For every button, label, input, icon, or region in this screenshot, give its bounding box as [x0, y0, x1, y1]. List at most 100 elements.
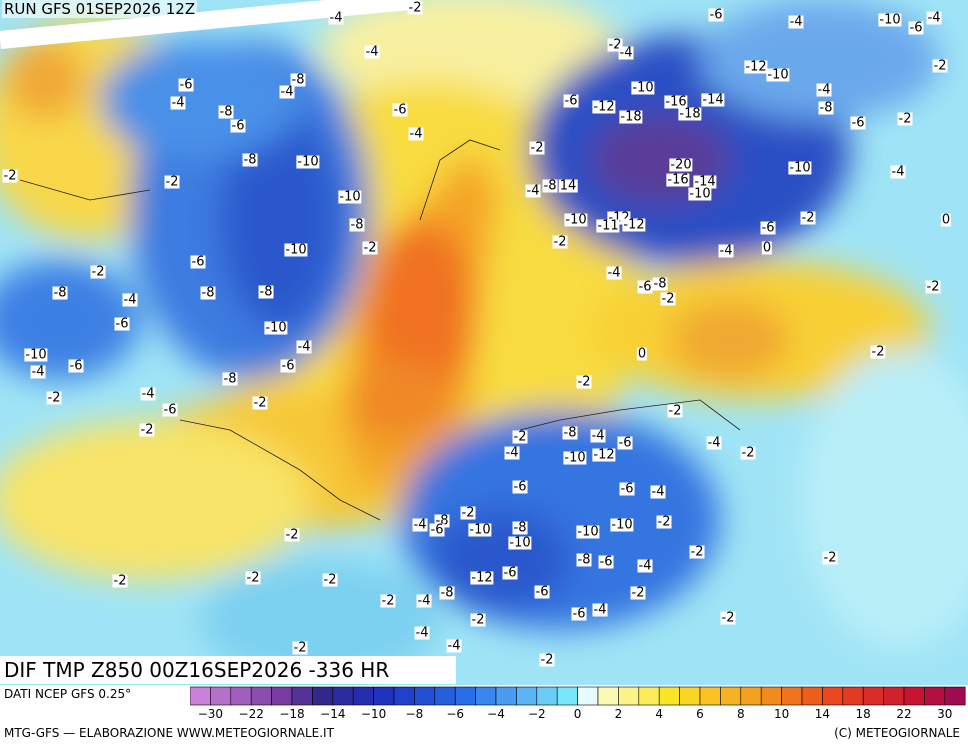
colorbar-box — [924, 686, 946, 706]
contour-label: -2 — [284, 527, 300, 543]
colorbar-box — [781, 686, 803, 706]
contour-label: -8 — [290, 72, 306, 88]
contour-label: -4 — [650, 484, 666, 500]
colorbar-box — [312, 686, 334, 706]
temperature-field — [0, 0, 968, 680]
colorbar-tick-label: 22 — [896, 707, 912, 721]
contour-label: 0 — [761, 240, 773, 256]
contour-label: -2 — [667, 403, 683, 419]
map — [0, 0, 968, 685]
contour-label: -4 — [606, 265, 622, 281]
colorbar-tick-label: −18 — [279, 707, 305, 721]
colorbar-box — [597, 686, 619, 706]
contour-label: -2 — [46, 390, 62, 406]
contour-label: -2 — [720, 610, 736, 626]
contour-label: -11 — [596, 218, 620, 234]
colorbar-box — [842, 686, 864, 706]
contour-label: -2 — [362, 240, 378, 256]
run-label: RUN GFS 01SEP2026 12Z — [2, 0, 198, 18]
credit: MTG-GFS — ELABORAZIONE WWW.METEOGIORNALE… — [4, 726, 334, 740]
contour-label: -2 — [380, 593, 396, 609]
contour-label: -2 — [322, 572, 338, 588]
contour-label: -6 — [429, 522, 445, 538]
contour-label: -2 — [925, 279, 941, 295]
map-title: DIF TMP Z850 00Z16SEP2026 -336 HR — [0, 656, 456, 684]
contour-label: -10 — [564, 212, 588, 228]
contour-label: -16 — [664, 94, 688, 110]
colorbar-box — [944, 686, 966, 706]
colorbar-box — [883, 686, 905, 706]
contour-label: -10 — [508, 535, 532, 551]
contour-label: -6 — [708, 7, 724, 23]
contour-label: -8 — [222, 371, 238, 387]
copyright: (C) METEOGIORNALE — [834, 726, 960, 740]
contour-label: -4 — [279, 84, 295, 100]
contour-label: -8 — [576, 552, 592, 568]
contour-label: -4 — [122, 292, 138, 308]
contour-label: -12 — [470, 570, 494, 586]
contour-label: -10 — [766, 67, 790, 83]
contour-label: -6 — [178, 77, 194, 93]
contour-label: -2 — [512, 429, 528, 445]
contour-label: -10 — [296, 154, 320, 170]
contour-label: -2 — [252, 395, 268, 411]
contour-label: -6 — [114, 316, 130, 332]
contour-label: -2 — [800, 210, 816, 226]
contour-label: -10 — [878, 12, 902, 28]
contour-label: -4 — [706, 435, 722, 451]
contour-label: -10 — [631, 80, 655, 96]
contour-label: -10 — [284, 242, 308, 258]
colorbar-box — [801, 686, 823, 706]
colorbar-box — [475, 686, 497, 706]
contour-label: -4 — [890, 164, 906, 180]
contour-label: -2 — [460, 505, 476, 521]
contour-label: -4 — [30, 364, 46, 380]
contour-label: -4 — [926, 10, 942, 26]
contour-label: -8 — [349, 217, 365, 233]
contour-label: -6 — [563, 93, 579, 109]
contour-label: -10 — [788, 160, 812, 176]
colorbar-box — [393, 686, 415, 706]
contour-label: -6 — [571, 606, 587, 622]
contour-label: -10 — [24, 347, 48, 363]
contour-label: -2 — [660, 291, 676, 307]
colorbar-box — [536, 686, 558, 706]
contour-label: -8 — [200, 285, 216, 301]
colorbar-box — [556, 686, 578, 706]
colorbar-box — [434, 686, 456, 706]
colorbar-tick-label: 4 — [655, 707, 664, 721]
colorbar-tick-label: −14 — [320, 707, 346, 721]
contour-label: -6 — [617, 435, 633, 451]
contour-label: -4 — [412, 517, 428, 533]
contour-label: -8 — [542, 178, 558, 194]
contour-label: -10 — [563, 450, 587, 466]
contour-label: -8 — [242, 152, 258, 168]
contour-label: -20 — [669, 157, 693, 173]
contour-label: -8 — [52, 285, 68, 301]
contour-label: -6 — [280, 358, 296, 374]
colorbar-box — [903, 686, 925, 706]
colorbar-box — [822, 686, 844, 706]
colorbar-box — [516, 686, 538, 706]
contour-label: -2 — [245, 570, 261, 586]
contour-label: -4 — [140, 386, 156, 402]
colorbar-box — [495, 686, 517, 706]
colorbar-box — [332, 686, 354, 706]
contour-label: -2 — [2, 168, 18, 184]
contour-label: -4 — [718, 243, 734, 259]
colorbar-box — [720, 686, 742, 706]
contour-label: -6 — [598, 554, 614, 570]
contour-label: -4 — [788, 14, 804, 30]
contour-label: -4 — [416, 593, 432, 609]
contour-label: -2 — [897, 111, 913, 127]
contour-label: -4 — [637, 558, 653, 574]
contour-label: -2 — [740, 445, 756, 461]
contour-label: -6 — [637, 279, 653, 295]
contour-label: -6 — [760, 220, 776, 236]
contour-label: -4 — [446, 638, 462, 654]
colorbar-box — [577, 686, 599, 706]
contour-label: -2 — [552, 234, 568, 250]
contour-label: -2 — [539, 652, 555, 668]
data-source: DATI NCEP GFS 0.25° — [4, 687, 132, 701]
contour-label: -2 — [292, 640, 308, 656]
